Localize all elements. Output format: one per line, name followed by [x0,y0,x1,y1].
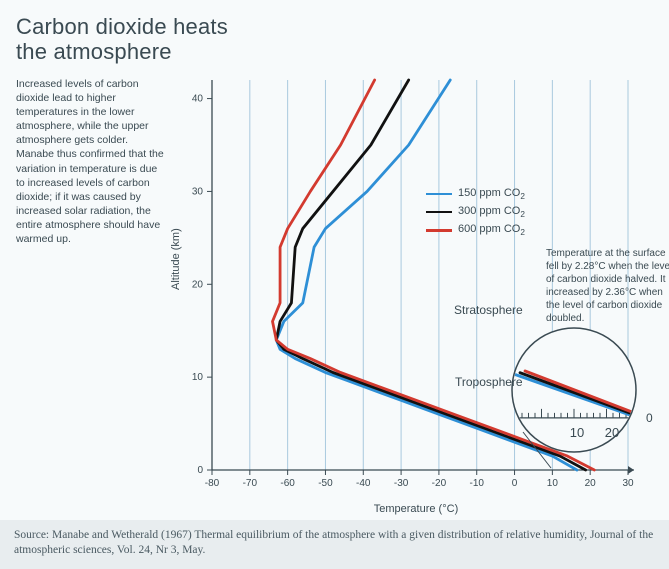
svg-text:0: 0 [646,410,653,424]
svg-text:0: 0 [512,478,518,489]
source-footer: Source: Manabe and Wetherald (1967) Ther… [0,520,669,569]
svg-text:40: 40 [192,93,204,104]
legend-swatch-300 [426,211,452,214]
legend-swatch-150 [426,193,452,196]
svg-text:-10: -10 [470,478,485,489]
legend-item-150: 150 ppm CO2 [426,185,525,203]
legend: 150 ppm CO2 300 ppm CO2 600 ppm CO2 [426,185,525,240]
legend-item-600: 600 ppm CO2 [426,221,525,239]
content-row: Increased levels of carbon dioxide lead … [16,75,657,520]
chart-container: -80 -70 -60 -50 -40 -30 -20 -10 0 10 20 30 0 10 20 30 40… [176,75,656,520]
troposphere-label: Troposphere [455,375,523,389]
description-text: Increased levels of carbon dioxide lead … [16,75,176,247]
svg-text:0: 0 [197,465,203,476]
svg-text:30: 30 [622,478,634,489]
svg-text:-30: -30 [394,478,409,489]
svg-text:10: 10 [192,372,204,383]
svg-text:-50: -50 [318,478,333,489]
callout-text: Temperature at the surface fell by 2.28°… [546,247,669,325]
legend-label-600: 600 ppm CO2 [458,221,525,239]
title-line-2: the atmosphere [16,39,172,64]
svg-text:10: 10 [547,478,559,489]
legend-label-150: 150 ppm CO2 [458,185,525,203]
svg-text:20: 20 [192,279,204,290]
x-axis-label: Temperature (°C) [176,503,656,515]
svg-text:10: 10 [570,424,584,439]
svg-text:-20: -20 [432,478,447,489]
svg-text:30: 30 [192,186,204,197]
svg-text:20: 20 [605,424,619,439]
legend-swatch-600 [426,229,452,232]
svg-text:20: 20 [585,478,597,489]
svg-text:-40: -40 [356,478,371,489]
legend-item-300: 300 ppm CO2 [426,203,525,221]
svg-text:-70: -70 [243,478,258,489]
title-line-1: Carbon dioxide heats [16,14,228,39]
svg-text:-60: -60 [280,478,295,489]
y-axis-label: Altitude (km) [170,228,182,290]
legend-label-300: 300 ppm CO2 [458,203,525,221]
stratosphere-label: Stratosphere [454,303,523,317]
page-title: Carbon dioxide heats the atmosphere [16,14,657,65]
svg-text:-80: -80 [205,478,220,489]
page: Carbon dioxide heats the atmosphere Incr… [0,0,669,569]
